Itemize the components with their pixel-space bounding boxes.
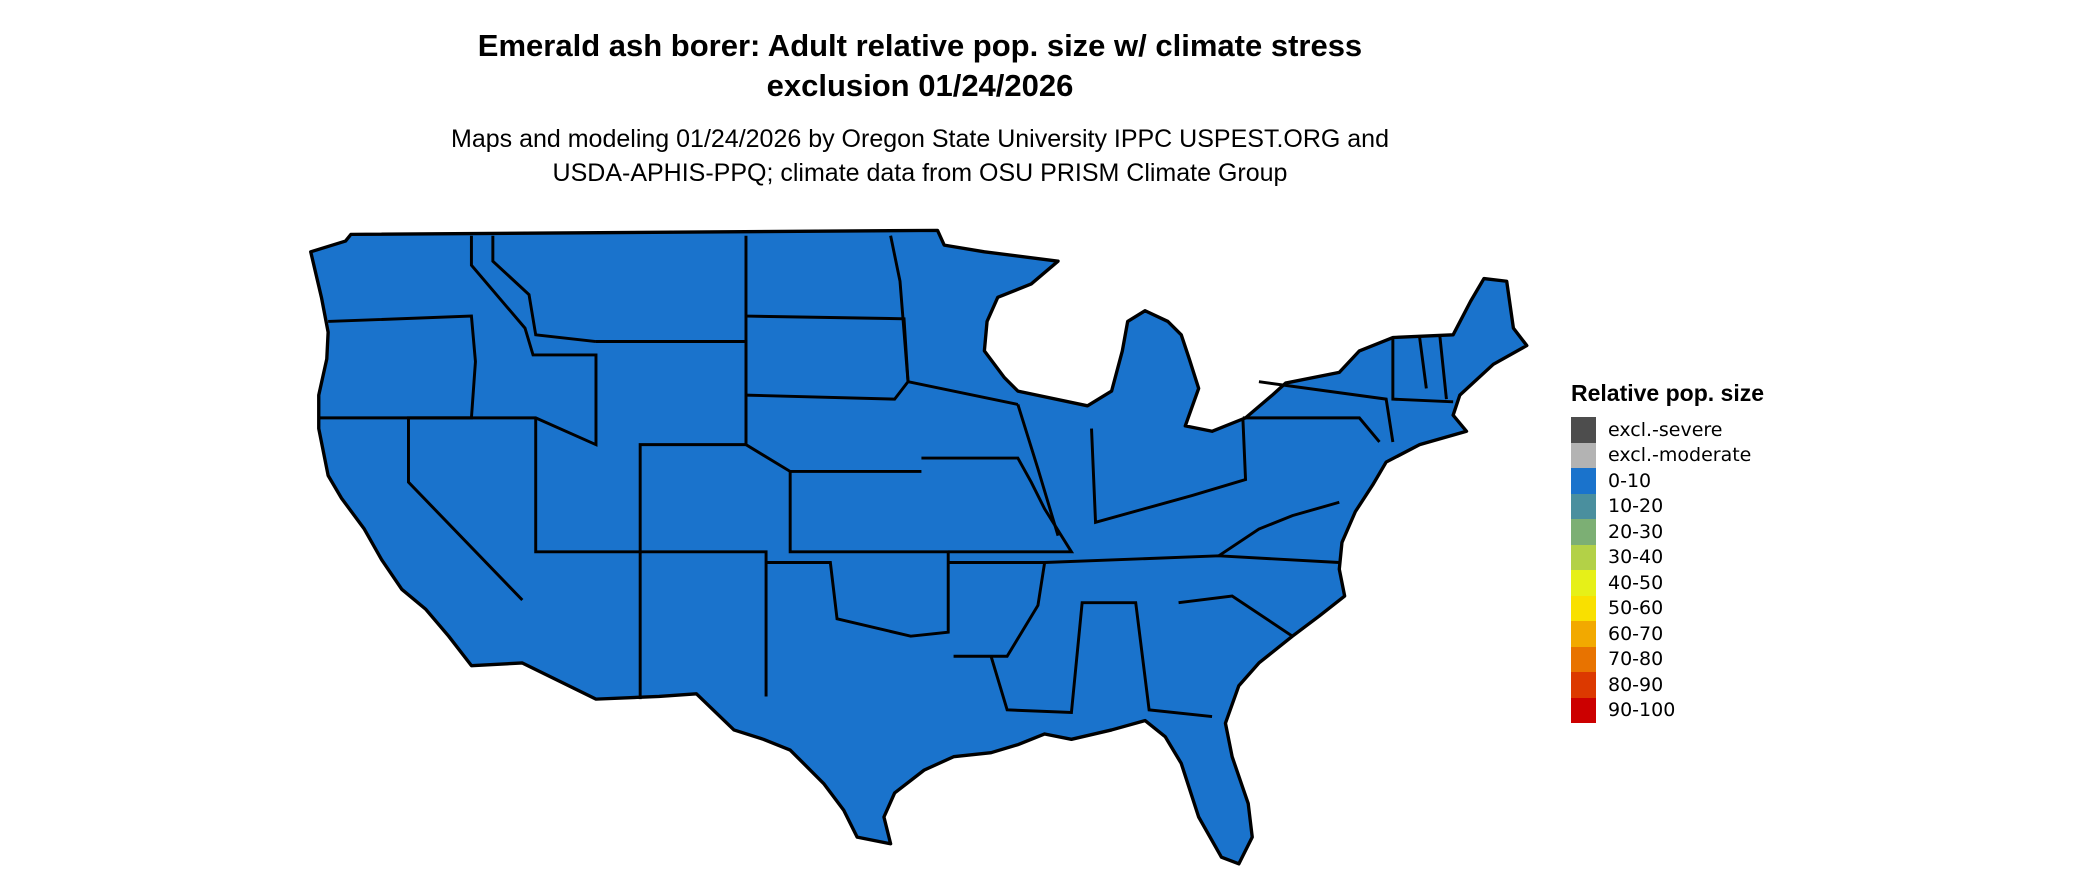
legend-item: 50-60 [1571, 595, 1764, 621]
legend-label: 20-30 [1608, 520, 1664, 543]
legend-label: 30-40 [1608, 546, 1664, 569]
legend: Relative pop. size excl.-severe excl.-mod… [1571, 380, 1764, 723]
us-outline [309, 228, 1529, 866]
legend-swatch [1571, 468, 1596, 494]
legend-label: excl.-severe [1608, 418, 1723, 441]
map-title-line-1: Emerald ash borer: Adult relative pop. s… [477, 28, 1363, 63]
map-title-line-2: exclusion 01/24/2026 [766, 68, 1074, 103]
legend-item: 80-90 [1571, 672, 1764, 698]
legend-title: Relative pop. size [1571, 380, 1765, 406]
state-borders [318, 235, 1454, 719]
legend-swatch [1571, 570, 1596, 596]
legend-swatch [1571, 493, 1596, 519]
legend-label: 10-20 [1608, 495, 1664, 518]
legend-item: 40-50 [1571, 570, 1764, 596]
legend-swatch [1571, 697, 1596, 723]
legend-item: 90-100 [1571, 697, 1764, 723]
legend-label: excl.-moderate [1608, 444, 1752, 467]
legend-item: 10-20 [1571, 493, 1764, 519]
legend-item: 60-70 [1571, 621, 1764, 647]
legend-item: 0-10 [1571, 468, 1764, 494]
legend-swatch [1571, 595, 1596, 621]
map-subtitle-line-1: Maps and modeling 01/24/2026 by Oregon S… [451, 125, 1389, 153]
legend-item: 30-40 [1571, 544, 1764, 570]
legend-item: 20-30 [1571, 519, 1764, 545]
legend-label: 80-90 [1608, 673, 1664, 696]
legend-swatch [1571, 621, 1596, 647]
legend-label: 70-80 [1608, 648, 1664, 671]
legend-swatch [1571, 519, 1596, 545]
legend-swatch [1571, 442, 1596, 468]
legend-item: excl.-severe [1571, 417, 1764, 443]
legend-item: 70-80 [1571, 646, 1764, 672]
legend-label: 60-70 [1608, 622, 1664, 645]
legend-label: 0-10 [1608, 469, 1652, 492]
legend-swatch [1571, 417, 1596, 443]
map-subtitle: Maps and modeling 01/24/2026 by Oregon S… [0, 122, 1840, 190]
legend-label: 40-50 [1608, 571, 1664, 594]
map-subtitle-line-2: USDA-APHIS-PPQ; climate data from OSU PR… [552, 159, 1288, 187]
legend-swatch [1571, 672, 1596, 698]
legend-swatch [1571, 646, 1596, 672]
legend-items: excl.-severe excl.-moderate 0-10 10-20 20-30… [1571, 417, 1764, 723]
map-title: Emerald ash borer: Adult relative pop. s… [0, 26, 1840, 106]
legend-item: excl.-moderate [1571, 442, 1764, 468]
legend-swatch [1571, 544, 1596, 570]
legend-label: 90-100 [1608, 699, 1676, 722]
legend-label: 50-60 [1608, 597, 1664, 620]
